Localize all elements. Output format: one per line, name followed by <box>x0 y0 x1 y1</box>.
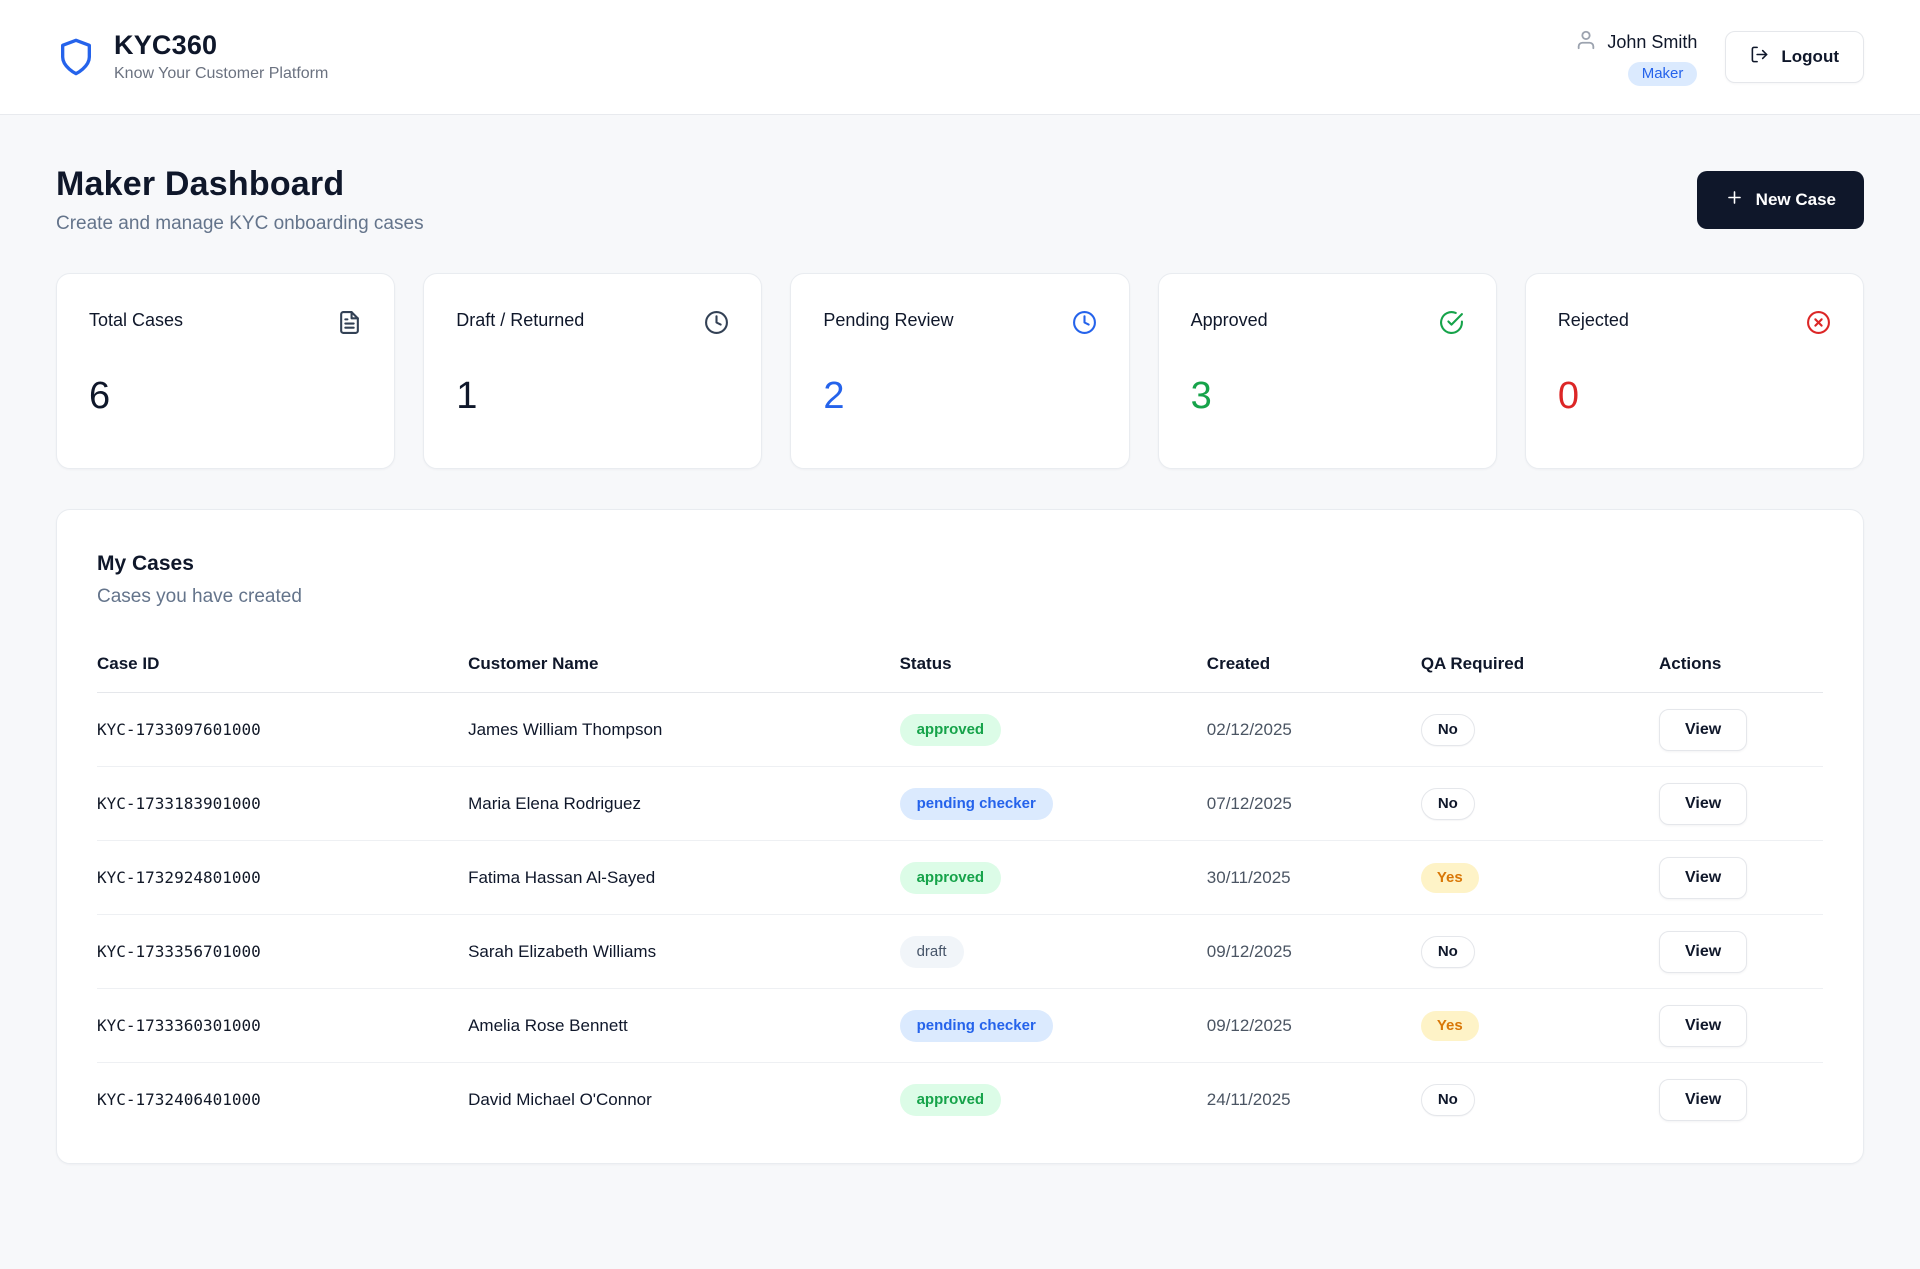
stat-value: 2 <box>823 375 845 417</box>
logout-button[interactable]: Logout <box>1725 31 1864 83</box>
qa-required-badge: No <box>1420 1083 1475 1116</box>
view-button[interactable]: View <box>1659 1078 1748 1121</box>
created-date: 09/12/2025 <box>1206 1015 1292 1035</box>
stat-card-rejected: Rejected 0 <box>1524 273 1865 469</box>
qa-required-badge: Yes <box>1420 1010 1479 1041</box>
case-id: KYC-1732924801000 <box>97 867 261 887</box>
table-row: KYC-1733183901000 Maria Elena Rodriguez … <box>97 766 1823 841</box>
stat-card-pending-review: Pending Review 2 <box>790 273 1130 469</box>
app-subtitle: Know Your Customer Platform <box>114 65 329 83</box>
cases-table-body: KYC-1733097601000 James William Thompson… <box>97 692 1823 1137</box>
table-row: KYC-1733356701000 Sarah Elizabeth Willia… <box>97 914 1823 989</box>
column-header-customer-name: Customer Name <box>468 642 900 693</box>
view-button[interactable]: View <box>1659 708 1748 751</box>
view-button[interactable]: View <box>1659 782 1748 825</box>
status-badge: approved <box>899 1083 1002 1116</box>
stat-label: Draft / Returned <box>456 310 585 330</box>
case-id: KYC-1732406401000 <box>97 1089 261 1109</box>
shield-icon <box>56 35 96 79</box>
stat-label: Total Cases <box>89 310 184 330</box>
stat-card-approved: Approved 3 <box>1157 273 1497 469</box>
view-button[interactable]: View <box>1659 930 1748 973</box>
app-title: KYC360 <box>114 29 218 60</box>
page-subtitle: Create and manage KYC onboarding cases <box>56 213 424 234</box>
view-button[interactable]: View <box>1659 856 1748 899</box>
cases-table: Case ID Customer Name Status Created QA … <box>97 642 1823 1137</box>
created-date: 02/12/2025 <box>1206 719 1292 739</box>
qa-required-badge: No <box>1420 787 1475 820</box>
customer-name: Fatima Hassan Al-Sayed <box>468 867 656 887</box>
status-badge: pending checker <box>899 1009 1053 1042</box>
stat-card-draft-returned: Draft / Returned 1 <box>423 273 763 469</box>
customer-name: Sarah Elizabeth Williams <box>468 941 657 961</box>
status-badge: approved <box>899 713 1002 746</box>
column-header-status: Status <box>899 642 1207 693</box>
main-content: Maker Dashboard Create and manage KYC on… <box>0 165 1920 1164</box>
stat-value: 0 <box>1557 375 1579 417</box>
created-date: 24/11/2025 <box>1206 1089 1291 1109</box>
stat-label: Approved <box>1190 310 1268 330</box>
created-date: 30/11/2025 <box>1206 867 1291 887</box>
role-badge: Maker <box>1627 61 1698 86</box>
qa-required-badge: No <box>1420 713 1475 746</box>
column-header-case-id: Case ID <box>97 642 469 693</box>
logout-icon <box>1750 45 1769 69</box>
stat-value: 1 <box>456 375 478 417</box>
stat-value: 3 <box>1190 375 1212 417</box>
view-button[interactable]: View <box>1659 1004 1748 1047</box>
check-circle-icon <box>1439 310 1464 335</box>
status-badge: draft <box>899 935 964 968</box>
table-row: KYC-1732924801000 Fatima Hassan Al-Sayed… <box>97 840 1823 915</box>
stats-row: Total Cases 6 Draft / Returned 1 Pending… <box>56 273 1865 469</box>
table-row: KYC-1733097601000 James William Thompson… <box>97 692 1823 767</box>
case-id: KYC-1733183901000 <box>97 793 261 813</box>
column-header-qa-required: QA Required <box>1420 642 1659 693</box>
case-id: KYC-1733097601000 <box>97 719 261 739</box>
status-badge: pending checker <box>899 787 1053 820</box>
qa-required-badge: No <box>1420 935 1475 968</box>
clock-icon <box>1072 310 1097 335</box>
panel-title: My Cases <box>97 552 194 575</box>
stat-card-total-cases: Total Cases 6 <box>56 273 396 469</box>
status-badge: approved <box>899 861 1002 894</box>
stat-value: 6 <box>89 375 111 417</box>
page-heading: Maker Dashboard Create and manage KYC on… <box>56 165 424 235</box>
panel-subtitle: Cases you have created <box>97 586 302 607</box>
stat-label: Pending Review <box>823 310 954 330</box>
customer-name: Amelia Rose Bennett <box>468 1015 628 1035</box>
stat-label: Rejected <box>1557 310 1629 330</box>
new-case-button[interactable]: New Case <box>1696 171 1864 229</box>
customer-name: David Michael O'Connor <box>468 1089 652 1109</box>
column-header-created: Created <box>1206 642 1421 693</box>
table-header-row: Case ID Customer Name Status Created QA … <box>97 642 1823 693</box>
column-header-actions: Actions <box>1659 642 1823 693</box>
user-block: John Smith Maker <box>1575 29 1698 86</box>
created-date: 09/12/2025 <box>1206 941 1292 961</box>
x-circle-icon <box>1806 310 1831 335</box>
case-id: KYC-1733360301000 <box>97 1015 261 1035</box>
logout-label: Logout <box>1781 47 1839 66</box>
user-name: John Smith <box>1607 31 1698 52</box>
brand-text: KYC360 Know Your Customer Platform <box>114 29 329 84</box>
file-text-icon <box>337 310 362 335</box>
brand: KYC360 Know Your Customer Platform <box>56 29 329 84</box>
table-row: KYC-1733360301000 Amelia Rose Bennett pe… <box>97 988 1823 1063</box>
new-case-label: New Case <box>1755 190 1836 209</box>
table-row: KYC-1732406401000 David Michael O'Connor… <box>97 1063 1823 1137</box>
customer-name: Maria Elena Rodriguez <box>468 793 641 813</box>
user-icon <box>1575 29 1597 56</box>
top-bar: KYC360 Know Your Customer Platform John … <box>0 0 1920 115</box>
customer-name: James William Thompson <box>468 719 663 739</box>
page-title: Maker Dashboard <box>56 165 345 203</box>
plus-icon <box>1725 188 1744 212</box>
created-date: 07/12/2025 <box>1206 793 1292 813</box>
case-id: KYC-1733356701000 <box>97 941 261 961</box>
qa-required-badge: Yes <box>1420 862 1479 893</box>
clock-icon <box>704 310 729 335</box>
my-cases-panel: My Cases Cases you have created Case ID … <box>56 509 1864 1164</box>
